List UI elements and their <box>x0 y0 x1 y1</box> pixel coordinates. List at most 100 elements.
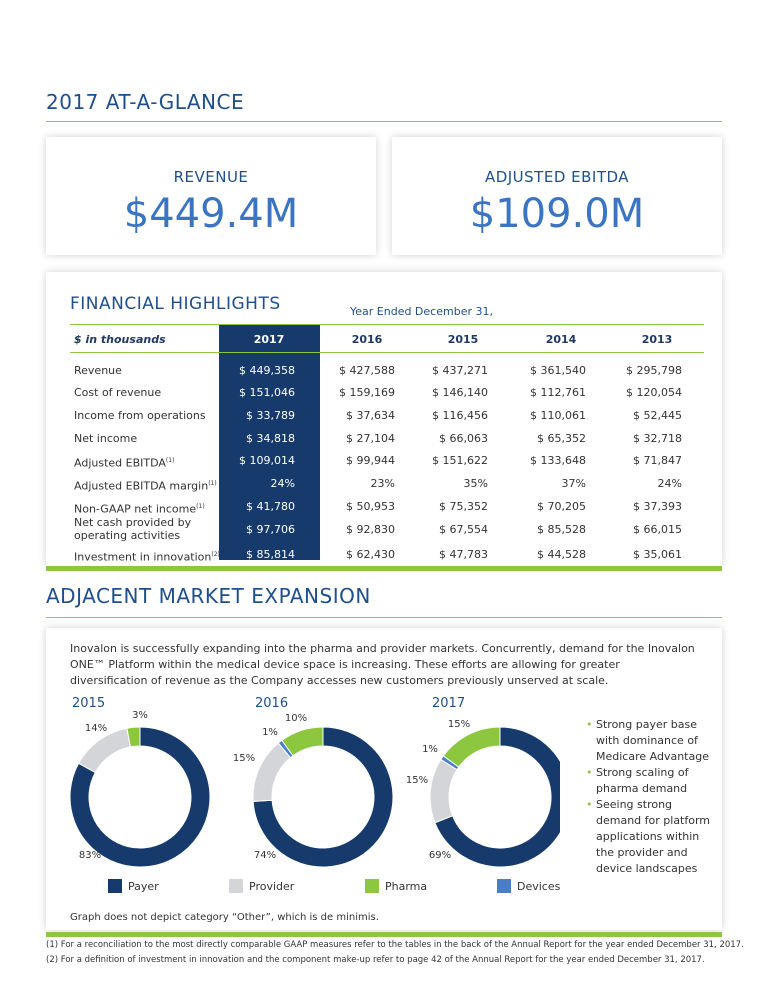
column-header: $ in thousands <box>74 333 166 346</box>
cell: $ 71,847 <box>633 454 682 467</box>
cell: $ 75,352 <box>439 500 488 513</box>
value-label: 1% <box>422 744 438 755</box>
row-label: Adjusted EBITDA(1) <box>74 454 174 470</box>
footnote-ref: (1) <box>208 480 217 487</box>
value-label: 69% <box>429 850 451 861</box>
row-label-text: Net income <box>74 432 138 445</box>
kpi-label: REVENUE <box>173 168 249 186</box>
cell: $ 112,761 <box>530 386 586 399</box>
row-label: Cost of revenue <box>74 386 161 399</box>
value-label: 74% <box>254 850 276 861</box>
cell: $ 34,818 <box>246 432 295 445</box>
legend-swatch <box>229 879 243 893</box>
cell: 24% <box>657 477 682 490</box>
bullet: Seeing strong demand for platform applic… <box>586 797 716 877</box>
footnote-ref: (2) <box>211 551 220 558</box>
cell: $ 85,814 <box>246 548 295 561</box>
cell: $ 66,015 <box>633 523 682 536</box>
cell: $ 37,634 <box>346 409 395 422</box>
cell: $ 85,528 <box>537 523 586 536</box>
table-title: FINANCIAL HIGHLIGHTS <box>70 294 281 314</box>
legend-swatch <box>497 879 511 893</box>
cell: $ 427,588 <box>339 364 395 377</box>
row-label-text: Net cash provided by operating activitie… <box>74 516 192 542</box>
chart-year: 2015 <box>72 696 105 711</box>
cell: $ 32,718 <box>633 432 682 445</box>
cell: $ 37,393 <box>633 500 682 513</box>
value-label: 3% <box>132 710 148 721</box>
section-title: ADJACENT MARKET EXPANSION <box>46 584 371 608</box>
table-card: FINANCIAL HIGHLIGHTS Year Ended December… <box>46 272 722 566</box>
chart-note: Graph does not depict category “Other”, … <box>70 912 379 923</box>
row-label: Adjusted EBITDA margin(1) <box>74 477 217 493</box>
kpi-value: $109.0M <box>469 191 645 237</box>
legend-label: Pharma <box>385 880 428 893</box>
row-label-text: Investment in innovation <box>74 550 212 564</box>
cell: $ 110,061 <box>530 409 586 422</box>
footnote: (2) For a definition of investment in in… <box>46 955 705 965</box>
legend-label: Devices <box>517 880 561 893</box>
cell: $ 449,358 <box>239 364 295 377</box>
row-label: Non-GAAP net income(1) <box>74 500 205 516</box>
donut-segment <box>69 726 211 868</box>
value-label: 14% <box>85 723 107 734</box>
cell: $ 65,352 <box>537 432 586 445</box>
column-header: 2017 <box>253 333 285 346</box>
cell: $ 41,780 <box>246 500 295 513</box>
row-label: Income from operations <box>74 409 206 422</box>
cell: $ 361,540 <box>530 364 586 377</box>
column-header: 2015 <box>447 333 479 346</box>
cell: $ 35,061 <box>633 548 682 561</box>
cell: $ 52,445 <box>633 409 682 422</box>
cell: 24% <box>270 477 295 490</box>
bullet: Strong scaling of pharma demand <box>586 765 716 797</box>
cell: $ 97,706 <box>246 523 295 536</box>
row-label-text: Adjusted EBITDA <box>74 456 166 470</box>
chart-year: 2017 <box>432 696 465 711</box>
cell: $ 437,271 <box>432 364 488 377</box>
cell: $ 116,456 <box>432 409 488 422</box>
column-header: 2016 <box>351 333 383 346</box>
donut-segment <box>77 727 132 774</box>
row-label-text: Income from operations <box>74 409 206 422</box>
cell: $ 159,169 <box>339 386 395 399</box>
legend-label: Provider <box>249 880 295 893</box>
rule <box>46 932 722 937</box>
row-label: Net income <box>74 432 137 445</box>
page-title: 2017 AT-A-GLANCE <box>46 90 245 114</box>
legend-label: Payer <box>128 880 159 893</box>
donut-segment <box>429 758 458 824</box>
column-header: 2013 <box>641 333 673 346</box>
rule <box>46 566 722 571</box>
cell: $ 120,054 <box>626 386 682 399</box>
rule <box>46 121 722 122</box>
cell: $ 151,622 <box>432 454 488 467</box>
legend-swatch <box>108 879 122 893</box>
row-label-text: Revenue <box>74 364 122 377</box>
cell: $ 50,953 <box>346 500 395 513</box>
value-label: 15% <box>406 775 428 786</box>
value-label: 10% <box>285 713 307 724</box>
cell: $ 99,944 <box>346 454 395 467</box>
row-label: Net cash provided by operating activitie… <box>74 516 204 542</box>
value-label: 15% <box>233 753 255 764</box>
footnote-ref: (1) <box>196 503 205 510</box>
donut-charts: 2015 83% 14% 3% 2016 74% 15% 1% 10% 2017 69% 15% 1% 1… <box>69 696 560 868</box>
highlight-column <box>219 325 320 560</box>
cell: $ 151,046 <box>239 386 295 399</box>
cell: $ 44,528 <box>537 548 586 561</box>
cell: $ 33,789 <box>246 409 295 422</box>
cell: $ 62,430 <box>346 548 395 561</box>
kpi-label: ADJUSTED EBITDA <box>484 168 630 186</box>
kpi-value: $449.4M <box>123 191 299 237</box>
donut-segment <box>434 726 560 868</box>
row-label-text: Cost of revenue <box>74 386 162 399</box>
cell: $ 67,554 <box>439 523 488 536</box>
bullet: Strong payer base with dominance of Medi… <box>586 717 716 765</box>
row-label: Revenue <box>74 364 122 377</box>
footnote-ref: (1) <box>165 457 175 464</box>
value-label: 83% <box>79 850 101 861</box>
cell: $ 133,648 <box>530 454 586 467</box>
donut-segment <box>126 726 141 748</box>
column-header: 2014 <box>545 333 577 346</box>
